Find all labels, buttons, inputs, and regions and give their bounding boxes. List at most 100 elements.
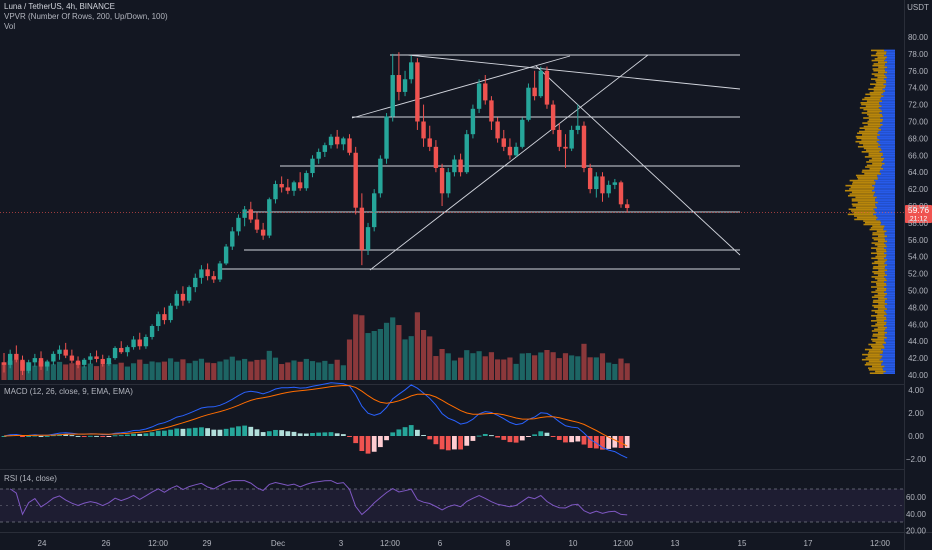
rsi-legend[interactable]: RSI (14, close) [4,474,57,483]
time-tick-label: 24 [38,539,47,548]
vp-row-up [884,335,895,337]
vp-row-down [864,96,881,99]
rsi-axis[interactable]: 60.00 40.00 20.00 [906,493,927,535]
vp-row-down [859,142,879,145]
candle-body [186,287,192,301]
volume-profile [844,49,895,375]
candle-body [242,209,247,218]
macd-axis[interactable]: 4.00 2.00 0.00 −2.00 [906,386,927,464]
macd-histogram-bar [384,436,389,441]
volume-bar [488,352,495,380]
vp-row-down [877,308,888,310]
vp-row-down [875,85,886,87]
volume-bar [118,362,124,380]
vp-row-down [877,292,888,295]
candle-body [7,353,13,365]
macd-histogram-bar [513,436,519,443]
vp-row-down [868,118,884,121]
price-tick-label: 80.00 [908,33,929,42]
macd-histogram-bar [69,435,75,437]
vp-row-up [886,316,895,319]
rsi-pane [9,480,628,516]
vp-row-down [849,179,875,182]
macd-histogram-bar [242,425,248,436]
candle-body [328,136,334,146]
volume-bar [93,366,100,380]
vp-row-up [886,321,895,324]
candle-body [162,314,167,321]
macd-histogram-bar [316,432,322,436]
macd-histogram-bar [303,433,309,436]
vp-row-up [882,152,895,155]
time-tick-label: 12:00 [613,539,634,548]
vp-row-up [875,191,895,194]
vp-row-down [862,353,880,356]
vp-row-down [868,159,884,162]
candle-body [38,358,44,367]
macd-tick-label: 0.00 [908,432,924,441]
macd-histogram-bar [544,432,550,436]
vp-row-down [877,245,887,248]
vp-row-up [883,372,895,375]
volume-bar [285,362,291,380]
drawing-trendline-descending[interactable] [535,65,741,256]
price-tick-label: 62.00 [908,185,929,194]
vp-row-down [857,201,878,204]
vp-row-up [884,271,895,273]
currency-label[interactable]: USDT [907,3,929,12]
macd-histogram-bar [26,435,32,437]
vp-row-up [879,103,895,106]
vp-row-up [885,272,895,275]
volume-bar [174,361,180,380]
macd-tick-label: 4.00 [908,386,924,395]
vol-legend[interactable]: Vol [4,22,15,31]
vp-row-down [862,169,880,172]
vp-row-up [874,179,895,182]
macd-histogram-bar [507,436,513,443]
candle-body [304,173,309,189]
vp-row-up [884,64,895,67]
macd-histogram-bar [439,436,445,450]
macd-histogram-bar [593,436,599,449]
vp-row-down [864,363,882,366]
macd-legend[interactable]: MACD (12, 26, close, 9, EMA, EMA) [4,387,133,396]
time-axis[interactable]: 24 26 12:00 29 Dec 3 12:00 6 8 10 12:00 13 15 17 12:00 [38,539,891,548]
macd-histogram-bar [519,436,525,441]
vpvr-legend[interactable]: VPVR (Number Of Rows, 200, Up/Down, 100) [4,12,168,21]
candle-body [439,167,445,194]
vp-row-down [867,355,883,358]
vp-row-down [851,203,876,206]
vp-row-down [866,161,882,163]
vp-row-up [884,233,895,236]
vp-row-down [875,370,886,373]
macd-histogram-bar [248,426,254,436]
symbol-legend[interactable]: Luna / TetherUS, 4h, BINANCE [4,2,115,11]
drawing-trendline-rising[interactable] [351,55,571,119]
vp-row-up [880,223,895,226]
drawing-trendline-support[interactable] [369,54,649,271]
vp-row-down [876,51,887,53]
vp-row-down [872,271,885,273]
volume-bar [303,358,309,380]
vp-row-down [856,137,878,140]
vp-row-down [873,306,886,309]
candle-body [365,227,371,250]
macd-histogram-bar [291,431,297,436]
macd-histogram-bar [63,434,69,436]
vp-row-up [885,69,895,72]
vp-row-up [881,129,895,131]
vp-row-down [877,321,887,324]
vp-row-down [868,352,883,354]
vp-row-up [884,257,895,260]
price-axis[interactable]: 80.00 78.00 76.00 74.00 72.00 70.00 68.00 66.00… [908,33,929,380]
price-tick-label: 42.00 [908,354,929,363]
vp-row-down [869,228,884,231]
vp-row-down [867,123,883,126]
vp-row-up [879,102,895,104]
vp-row-down [853,211,876,214]
volume-bar [272,357,279,380]
drawing-trendline-upper[interactable] [407,54,741,90]
volume-bar [556,358,562,380]
vp-row-up [884,345,895,347]
